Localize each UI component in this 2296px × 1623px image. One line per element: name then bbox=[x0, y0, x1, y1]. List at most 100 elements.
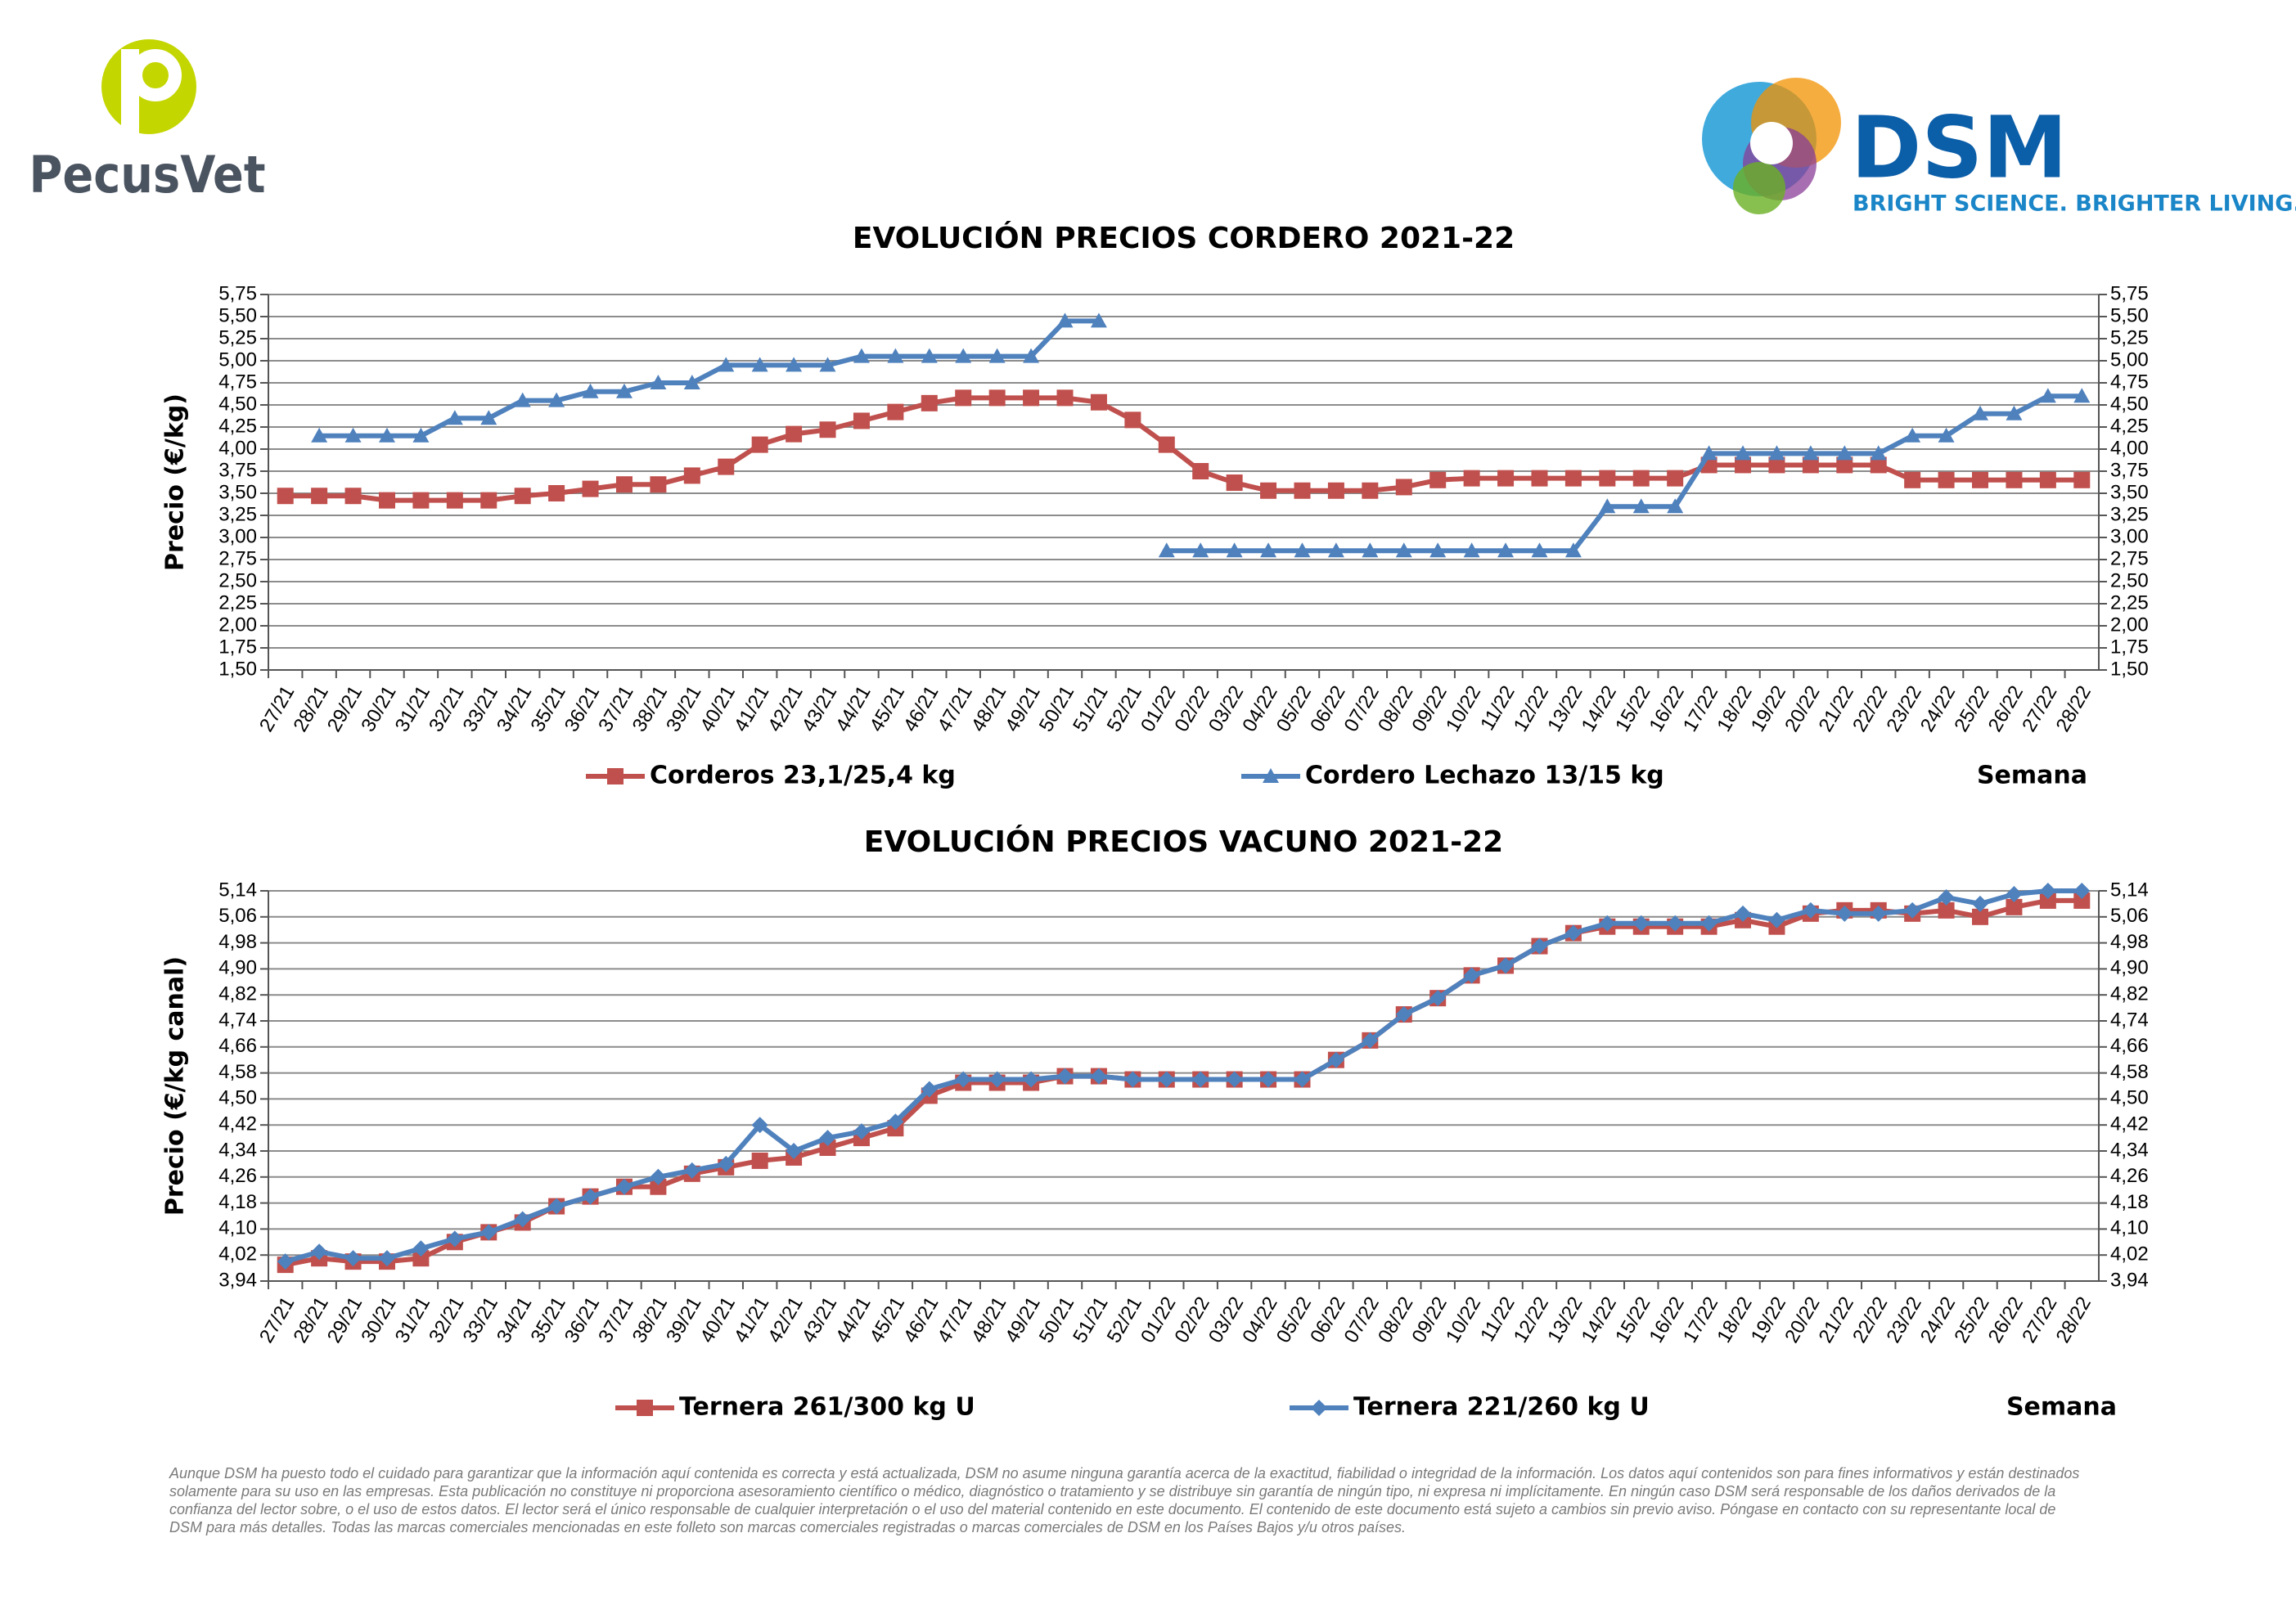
x-tick-label: 27/21 bbox=[255, 1293, 299, 1347]
marker bbox=[277, 488, 294, 505]
x-tick-label: 18/22 bbox=[1713, 682, 1756, 736]
x-tick-label: 02/22 bbox=[1170, 1293, 1213, 1347]
marker bbox=[1632, 470, 1650, 487]
marker bbox=[1938, 471, 1955, 488]
y-tick-label: 1,75 bbox=[218, 636, 257, 658]
x-tick-label: 30/21 bbox=[357, 682, 400, 736]
x-tick-label: 09/22 bbox=[1407, 1293, 1451, 1347]
chart-title: EVOLUCIÓN PRECIOS CORDERO 2021-22 bbox=[853, 221, 1515, 255]
x-tick-label: 13/22 bbox=[1543, 682, 1587, 736]
y-tick-label: 4,66 bbox=[218, 1035, 257, 1057]
x-tick-label: 20/22 bbox=[1781, 682, 1824, 736]
marker bbox=[683, 375, 700, 389]
x-axis-title: Semana bbox=[2006, 1393, 2117, 1422]
x-tick-label: 45/21 bbox=[866, 1293, 909, 1347]
x-tick-label: 47/21 bbox=[934, 1293, 977, 1347]
marker bbox=[1599, 915, 1616, 932]
marker bbox=[751, 1152, 768, 1169]
y2-tick-label: 3,00 bbox=[2110, 525, 2149, 547]
x-tick-label: 17/22 bbox=[1679, 682, 1722, 736]
y2-tick-label: 4,42 bbox=[2110, 1113, 2149, 1135]
marker bbox=[1564, 924, 1582, 942]
marker bbox=[786, 1143, 803, 1159]
y2-tick-label: 2,25 bbox=[2110, 591, 2149, 614]
marker bbox=[1294, 542, 1311, 558]
y-tick-label: 4,98 bbox=[218, 931, 257, 953]
marker bbox=[786, 357, 803, 372]
x-tick-label: 17/22 bbox=[1679, 1293, 1722, 1347]
marker bbox=[1124, 411, 1141, 429]
marker bbox=[819, 357, 836, 372]
y-tick-label: 3,50 bbox=[218, 481, 257, 503]
marker bbox=[683, 467, 700, 484]
marker bbox=[1158, 1071, 1175, 1088]
x-tick-label: 28/21 bbox=[289, 1293, 332, 1347]
marker bbox=[1124, 1071, 1141, 1088]
y-tick-label: 4,82 bbox=[218, 983, 257, 1005]
marker bbox=[921, 1081, 938, 1098]
marker bbox=[1395, 542, 1412, 558]
marker bbox=[1802, 445, 1819, 461]
y-tick-label: 4,00 bbox=[218, 437, 257, 459]
x-tick-label: 01/22 bbox=[1137, 682, 1180, 736]
x-tick-label: 20/22 bbox=[1781, 1293, 1824, 1347]
marker bbox=[1938, 888, 1955, 906]
marker bbox=[1531, 937, 1548, 955]
marker bbox=[2006, 898, 2023, 915]
marker bbox=[1056, 312, 1074, 328]
marker bbox=[1463, 470, 1480, 487]
marker bbox=[1260, 542, 1277, 558]
y2-tick-label: 5,00 bbox=[2110, 348, 2149, 371]
marker bbox=[819, 421, 836, 438]
marker bbox=[955, 1071, 972, 1088]
x-tick-label: 03/22 bbox=[1204, 1293, 1248, 1347]
y-tick-label: 4,02 bbox=[218, 1243, 257, 1266]
x-tick-label: 23/22 bbox=[1882, 682, 1925, 736]
marker bbox=[1260, 482, 1277, 499]
x-tick-label: 38/21 bbox=[628, 1293, 672, 1347]
y-tick-label: 2,25 bbox=[218, 591, 257, 614]
x-tick-label: 24/22 bbox=[1916, 682, 1960, 736]
marker bbox=[514, 488, 531, 505]
marker bbox=[1294, 482, 1311, 499]
marker bbox=[615, 383, 633, 398]
marker bbox=[988, 389, 1006, 407]
marker bbox=[1327, 482, 1344, 499]
x-tick-label: 25/22 bbox=[1950, 1293, 1993, 1347]
x-tick-label: 27/21 bbox=[255, 682, 299, 736]
y-tick-label: 4,42 bbox=[218, 1113, 257, 1135]
marker bbox=[480, 410, 497, 425]
dsm-text: DSM bbox=[1851, 97, 2068, 197]
marker bbox=[1056, 1068, 1074, 1085]
marker bbox=[1327, 1051, 1344, 1068]
x-tick-label: 32/21 bbox=[425, 1293, 468, 1347]
y-tick-label: 2,00 bbox=[218, 614, 257, 636]
marker bbox=[1632, 498, 1650, 514]
legend-label: Ternera 221/260 kg U bbox=[1353, 1393, 1650, 1422]
marker bbox=[548, 485, 565, 501]
y-tick-label: 4,25 bbox=[218, 415, 257, 437]
x-tick-label: 35/21 bbox=[526, 682, 569, 736]
marker bbox=[277, 1253, 294, 1270]
marker bbox=[1768, 445, 1785, 461]
marker bbox=[1735, 445, 1752, 461]
x-tick-label: 50/21 bbox=[1035, 1293, 1078, 1347]
marker bbox=[1463, 542, 1480, 558]
x-tick-label: 26/22 bbox=[1984, 682, 2028, 736]
x-tick-label: 18/22 bbox=[1713, 1293, 1756, 1347]
marker bbox=[819, 1140, 836, 1157]
marker bbox=[853, 348, 870, 363]
y-tick-label: 4,90 bbox=[218, 957, 257, 979]
marker bbox=[1429, 471, 1447, 488]
marker bbox=[1260, 1071, 1277, 1088]
marker bbox=[514, 1211, 531, 1228]
marker bbox=[1768, 456, 1785, 474]
marker bbox=[582, 480, 599, 497]
x-tick-label: 39/21 bbox=[662, 1293, 705, 1347]
marker bbox=[344, 427, 362, 443]
marker bbox=[1226, 474, 1243, 492]
x-tick-label: 10/22 bbox=[1442, 682, 1485, 736]
y2-tick-label: 1,50 bbox=[2110, 658, 2149, 680]
marker bbox=[1023, 389, 1040, 407]
legend-label: Corderos 23,1/25,4 kg bbox=[650, 762, 956, 790]
